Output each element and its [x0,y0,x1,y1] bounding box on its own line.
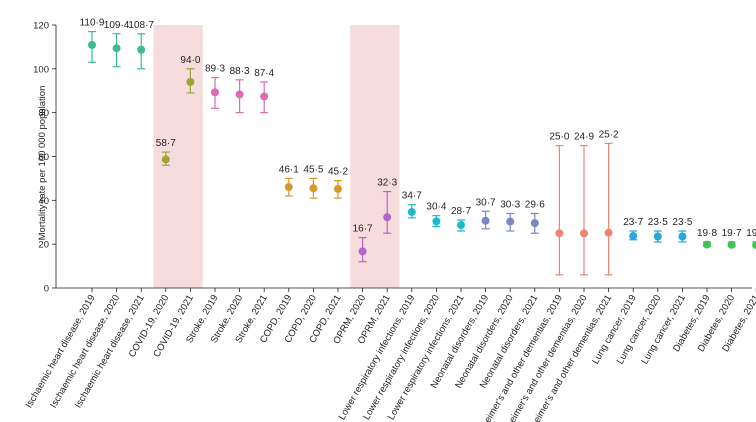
value-label-11: 16·7 [353,224,373,235]
data-point-24 [678,232,687,241]
y-tick-label-40: 40 [38,196,49,207]
value-label-26: 19·7 [722,228,742,239]
data-point-7 [260,92,269,101]
value-label-22: 23·7 [623,217,643,228]
data-point-21 [604,228,613,237]
data-point-23 [653,232,662,241]
y-axis-title: Mortality rate per 100 000 population [37,86,48,241]
value-label-19: 25·0 [549,132,569,143]
data-marks: 110·9 109·4 108·7 58·7 94·0 89·3 88·3 87·4 46·1 4… [80,18,756,276]
y-tick-label-20: 20 [38,240,49,251]
data-point-13 [407,207,416,216]
data-point-22 [629,232,638,241]
value-label-8: 46·1 [279,164,299,175]
value-label-2: 108·7 [128,20,154,31]
y-tick-label-120: 120 [33,21,49,32]
value-label-1: 109·4 [104,20,130,31]
data-point-9 [309,184,318,193]
value-label-13: 34·7 [402,191,422,202]
data-point-10 [334,184,342,193]
value-label-20: 24·9 [574,132,594,143]
data-point-6 [235,90,244,99]
y-tick-label-80: 80 [38,108,49,119]
data-point-4 [186,77,195,86]
data-point-5 [211,88,219,97]
value-label-0: 110·9 [80,18,105,29]
data-point-26 [727,240,736,249]
data-point-3 [161,155,170,164]
highlight-band-0 [153,25,203,288]
data-point-15 [457,221,465,230]
value-label-6: 88·3 [230,66,250,77]
value-label-18: 29·6 [525,199,545,210]
data-point-27 [752,241,756,250]
data-point-17 [506,217,515,226]
value-label-12: 32·3 [377,178,397,189]
value-label-17: 30·3 [500,199,520,210]
value-label-10: 45·2 [328,167,348,178]
data-point-19 [555,229,564,238]
data-point-2 [137,45,146,54]
value-label-25: 19·8 [697,228,717,239]
data-point-0 [88,40,96,49]
data-point-12 [383,213,392,222]
y-tick-label-100: 100 [33,64,49,75]
data-point-25 [703,240,711,249]
data-point-20 [580,229,588,238]
data-point-1 [112,44,121,53]
data-point-8 [284,182,293,191]
value-label-3: 58·7 [156,138,176,149]
y-tick-label-0: 0 [44,284,49,295]
value-label-4: 94·0 [180,55,200,66]
value-label-24: 23·5 [672,217,692,228]
value-label-14: 30·4 [426,202,446,213]
data-point-11 [358,247,367,256]
data-point-16 [481,216,490,225]
value-label-16: 30·7 [476,197,496,208]
value-label-27: 19·6 [746,228,756,239]
value-label-7: 87·4 [254,68,274,79]
value-label-21: 25·2 [599,129,619,140]
highlight-band-1 [350,25,400,288]
value-label-15: 28·7 [451,206,471,217]
value-label-23: 23·5 [648,217,668,228]
y-tick-label-60: 60 [38,152,49,163]
data-point-14 [432,217,441,226]
value-label-5: 89·3 [205,64,225,75]
highlight-bands [153,25,400,288]
axes: 0 20 40 60 80 100 120 [33,21,756,295]
value-label-9: 45·5 [303,164,323,175]
data-point-18 [530,219,539,228]
